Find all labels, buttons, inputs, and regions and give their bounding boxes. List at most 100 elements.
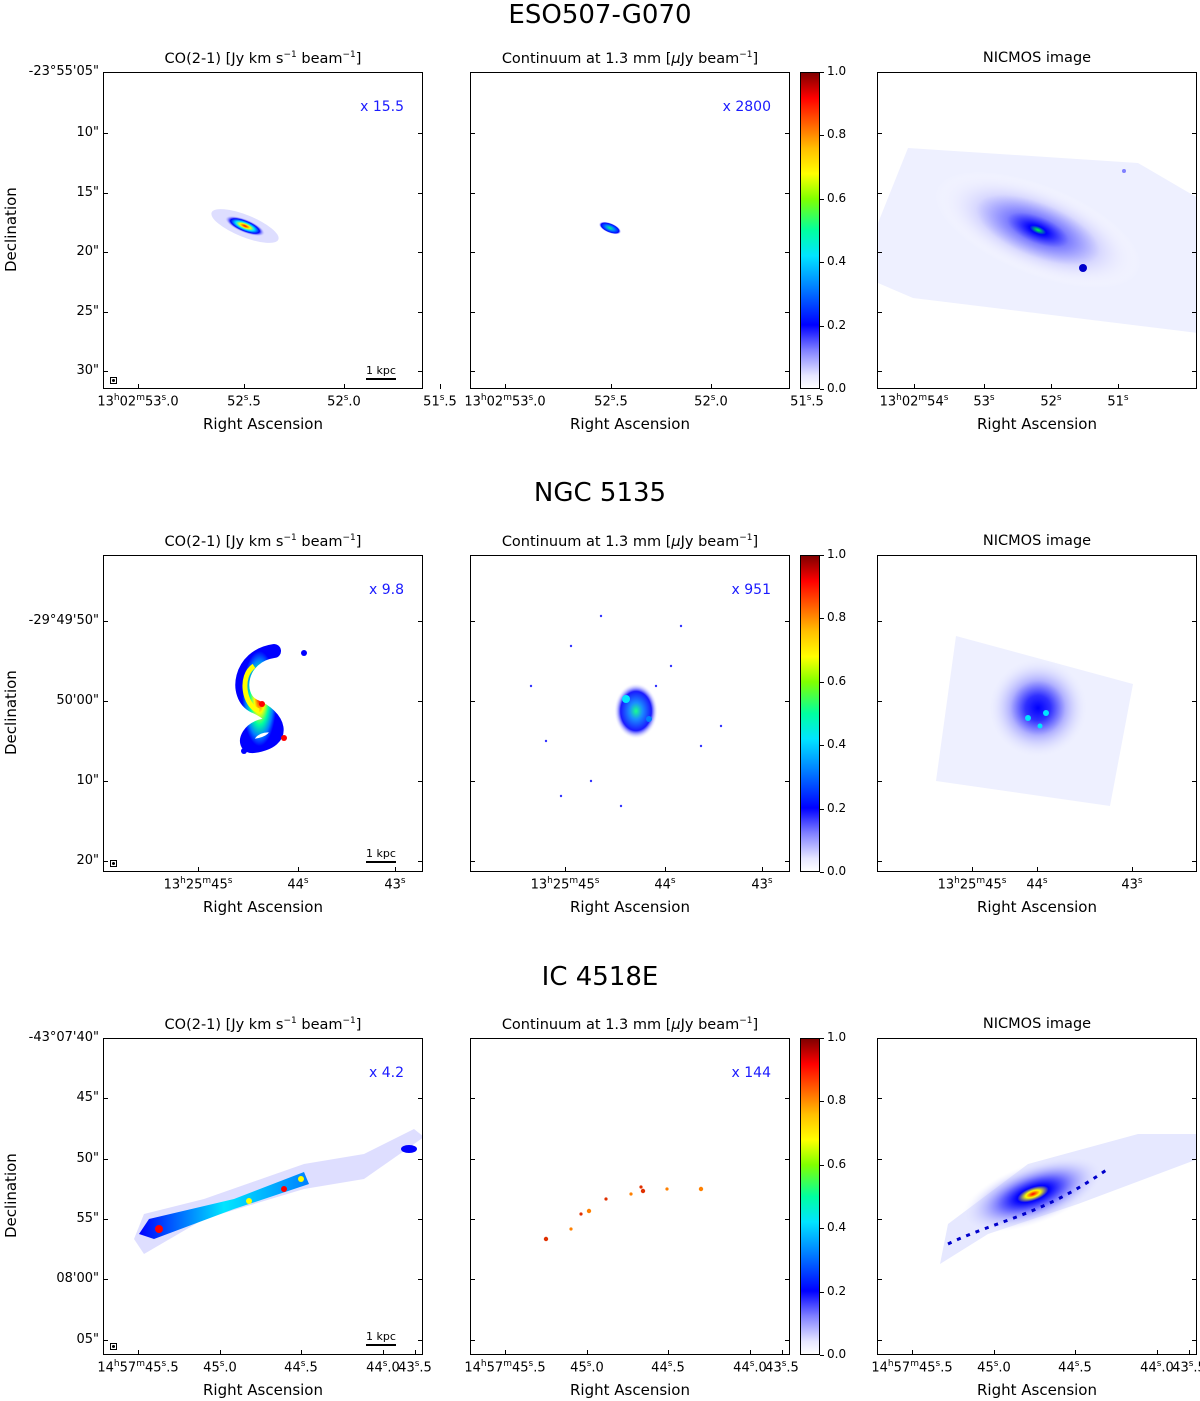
tick-mark xyxy=(782,1350,783,1355)
x-tick-label: 44s.5 xyxy=(284,1359,318,1375)
tick-mark xyxy=(1192,1279,1197,1280)
title-sup: −1 xyxy=(283,533,297,543)
x-axis-label: Right Ascension xyxy=(570,415,690,433)
tick-mark xyxy=(505,384,506,389)
tick-mark xyxy=(877,781,882,782)
scale-bar: 1 kpc xyxy=(366,1330,396,1346)
tick-mark xyxy=(470,781,475,782)
colorbar-tick-label: 0.4 xyxy=(827,737,847,752)
emission-map-nicmos xyxy=(940,1134,1196,1264)
ra-seconds-frac: .5 xyxy=(248,394,261,410)
tick-mark xyxy=(785,861,790,862)
x-tick-label: 14h57m45s.5 xyxy=(97,1359,178,1375)
galaxy-title: ESO507-G070 xyxy=(508,0,692,30)
scale-bar-line xyxy=(366,378,396,380)
title-tail: beam xyxy=(296,50,343,67)
tick-mark xyxy=(820,681,824,683)
y-tick-label: 50'00" xyxy=(56,693,99,708)
ra-seconds: 43 xyxy=(398,1360,415,1376)
ra-s-unit: s xyxy=(989,393,995,403)
ra-minutes: 02 xyxy=(486,394,504,410)
normalization-factor-cont: x 951 xyxy=(731,582,771,598)
tick-mark xyxy=(470,1159,475,1160)
title-sup: −1 xyxy=(283,1016,297,1026)
title-text: CO(2-1) [Jy km s xyxy=(164,533,284,550)
tick-mark xyxy=(820,1038,824,1039)
ra-minutes: 57 xyxy=(119,1360,137,1376)
ra-h-unit: h xyxy=(180,876,186,886)
tick-mark xyxy=(820,1291,824,1293)
x-tick-label: 43s xyxy=(384,876,405,892)
tick-mark xyxy=(418,781,423,782)
beam-marker xyxy=(110,860,117,867)
galaxy-title: IC 4518E xyxy=(541,962,659,992)
tick-mark xyxy=(820,618,824,620)
scale-bar: 1 kpc xyxy=(366,847,396,863)
ra-s-unit: s xyxy=(219,1359,225,1369)
tick-mark xyxy=(470,1340,475,1341)
tick-mark xyxy=(611,384,612,389)
tick-mark xyxy=(877,72,882,73)
image-panel-co: x 9.8 1 kpc xyxy=(103,555,423,872)
y-tick-label: -43°07'40" xyxy=(28,1030,99,1045)
colorbar-tick-label: 0.8 xyxy=(827,610,847,625)
x-tick-label: 44s.0 xyxy=(1140,1359,1174,1375)
tick-mark xyxy=(668,1350,669,1355)
tick-mark xyxy=(418,1279,423,1280)
panel-title-co: CO(2-1) [Jy km s−1 beam−1] xyxy=(103,1016,423,1033)
tick-mark xyxy=(418,1098,423,1099)
ra-s-unit: s xyxy=(943,393,949,403)
emission-map-co xyxy=(211,209,279,243)
image-panel-nicmos xyxy=(877,555,1197,872)
title-tail: beam xyxy=(296,1016,343,1033)
colorbar xyxy=(800,72,820,389)
y-tick-label: 05" xyxy=(76,1332,99,1347)
ra-seconds: 44 xyxy=(287,877,304,893)
tick-mark xyxy=(877,312,882,313)
ra-h-unit: h xyxy=(480,393,487,403)
title-end: ] xyxy=(355,533,362,550)
y-tick-label: 10" xyxy=(76,125,99,140)
ra-seconds-frac: .0 xyxy=(387,1360,400,1376)
ra-m-unit: m xyxy=(202,876,212,886)
x-axis-label: Right Ascension xyxy=(570,1381,690,1399)
beam-marker xyxy=(110,1343,117,1350)
tick-mark xyxy=(820,872,824,873)
title-sup2: −1 xyxy=(342,50,356,60)
tick-mark xyxy=(785,621,790,622)
ra-s-unit: s xyxy=(400,876,406,886)
normalization-factor-co: x 9.8 xyxy=(369,582,404,598)
colorbar-tick-label: 0.6 xyxy=(827,673,847,688)
ra-hours: 13 xyxy=(464,394,481,410)
ra-m-unit: m xyxy=(918,393,928,403)
tick-mark xyxy=(820,262,824,264)
title-end: ] xyxy=(355,50,362,67)
colorbar-tick-label: 0.6 xyxy=(827,1156,847,1171)
tick-mark xyxy=(820,745,824,747)
ra-hours: 13 xyxy=(937,877,955,893)
title-tail: Jy beam xyxy=(680,533,740,550)
normalization-factor-co: x 15.5 xyxy=(360,99,404,115)
tick-mark xyxy=(820,389,824,390)
ra-seconds-frac: .5 xyxy=(786,1360,799,1376)
ra-seconds-frac: .0 xyxy=(754,1360,767,1376)
ra-seconds-frac: .5 xyxy=(615,394,628,410)
tick-mark xyxy=(820,1101,824,1103)
image-panel-cont: x 951 xyxy=(470,555,790,872)
ra-s-unit: s xyxy=(382,1359,388,1369)
tick-mark xyxy=(301,1350,302,1355)
ra-s-unit: s xyxy=(993,1359,999,1369)
ra-seconds: 45 xyxy=(578,877,595,893)
tick-mark xyxy=(820,1228,824,1230)
ra-seconds-frac: .5 xyxy=(940,1360,953,1376)
title-tail: Jy beam xyxy=(680,50,740,67)
tick-mark xyxy=(972,867,973,872)
emission-map-cont xyxy=(529,614,723,808)
ra-seconds: 44 xyxy=(1058,1360,1075,1376)
image-panel-cont: x 144 xyxy=(470,1038,790,1355)
ra-s-unit: s xyxy=(439,393,445,403)
tick-mark xyxy=(785,1098,790,1099)
x-tick-label: 43s.5 xyxy=(398,1359,432,1375)
y-tick-label: -23°55'05" xyxy=(28,64,99,79)
ra-seconds: 43 xyxy=(1121,877,1138,893)
